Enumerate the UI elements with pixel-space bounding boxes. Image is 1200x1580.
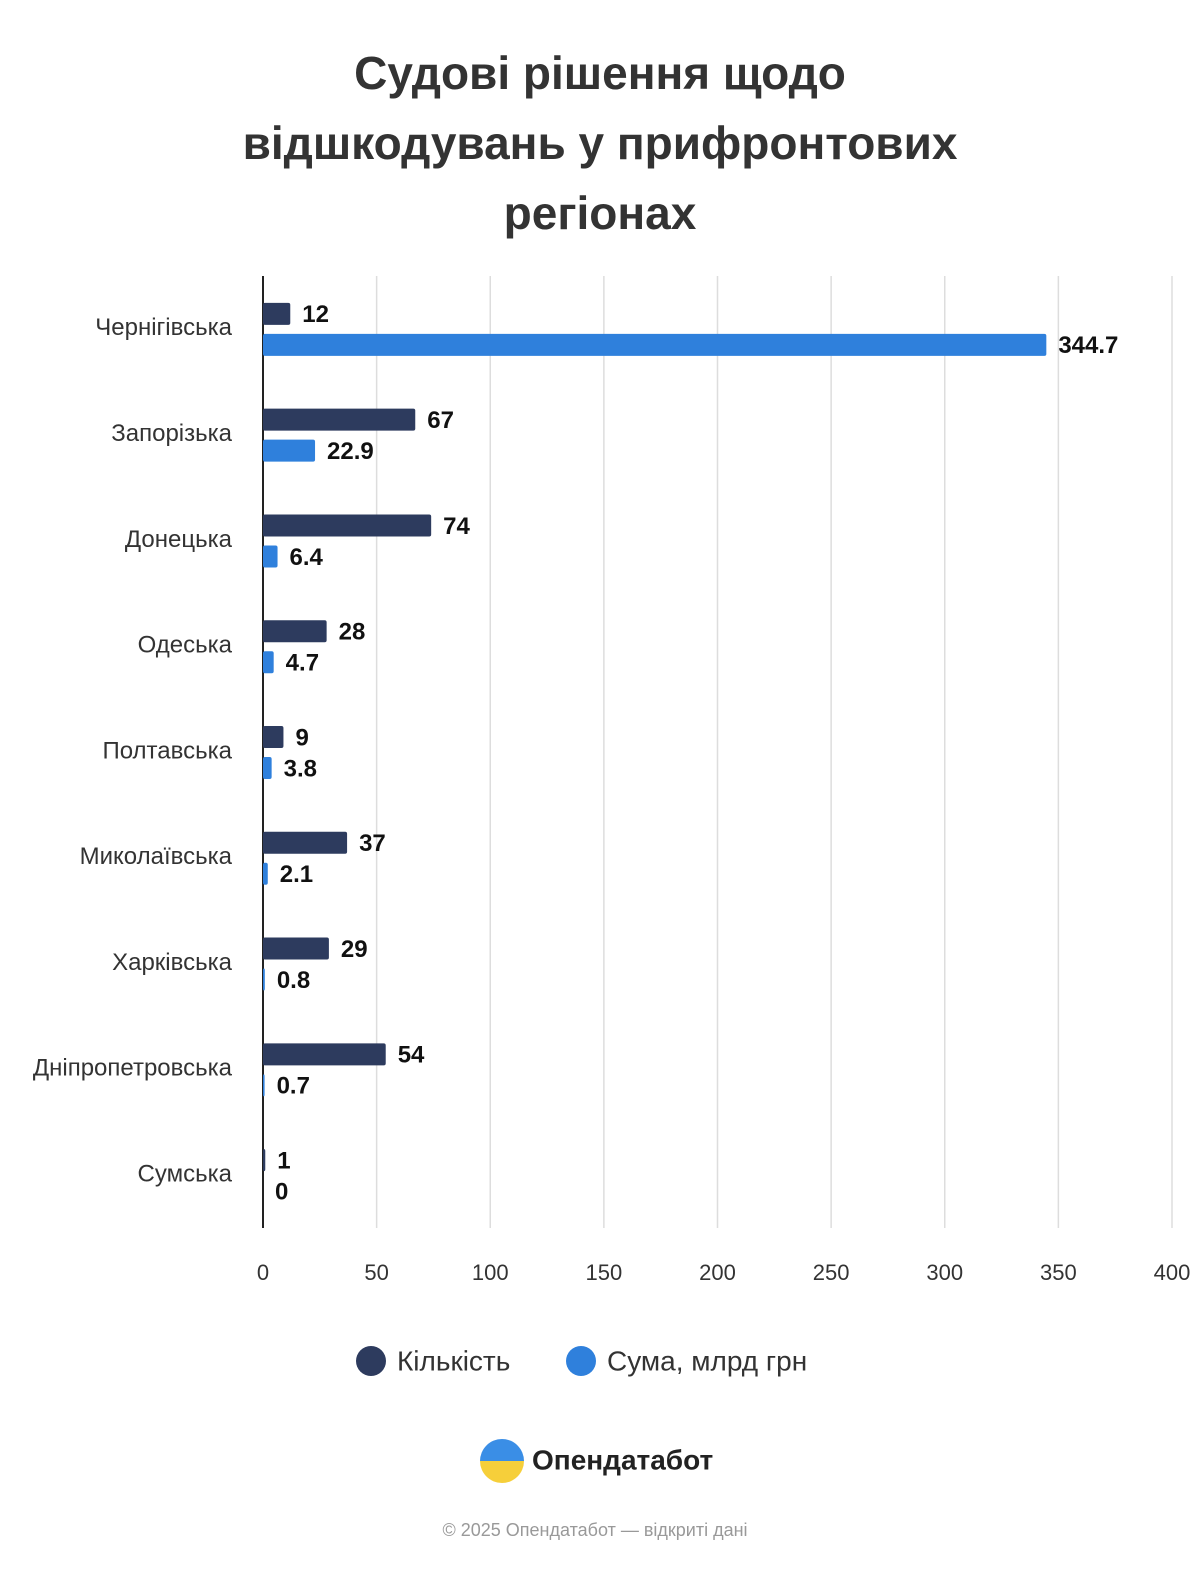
- bar: [263, 545, 278, 568]
- brand: Опендатабот: [532, 1444, 713, 1475]
- y-tick-label: Миколаївська: [80, 843, 233, 870]
- bar: [263, 1043, 386, 1066]
- data-label: 2.1: [280, 861, 313, 888]
- x-tick-label: 0: [257, 1260, 269, 1285]
- legend-marker: [356, 1346, 386, 1376]
- bar: [263, 862, 268, 885]
- data-label: 1: [277, 1147, 290, 1174]
- x-tick-label: 200: [699, 1260, 736, 1285]
- bar: [263, 651, 274, 674]
- bar: [263, 514, 432, 537]
- data-label: 3.8: [284, 755, 317, 782]
- bar: [263, 333, 1047, 356]
- bar: [263, 620, 327, 643]
- data-label: 0.8: [277, 967, 310, 994]
- data-label: 29: [341, 936, 368, 963]
- y-tick-label: Одеська: [138, 632, 233, 659]
- legend-label: Сума, млрд грн: [607, 1345, 807, 1376]
- x-tick-label: 250: [813, 1260, 850, 1285]
- y-tick-label: Чернігівська: [95, 314, 232, 341]
- bar: [263, 937, 329, 960]
- data-label: 22.9: [327, 438, 374, 465]
- x-tick-label: 150: [586, 1260, 623, 1285]
- bar: [263, 408, 416, 431]
- data-label: 9: [295, 724, 308, 751]
- x-tick-label: 400: [1154, 1260, 1191, 1285]
- data-label: 344.7: [1058, 332, 1118, 359]
- bar: [263, 1149, 266, 1172]
- legend-marker: [566, 1346, 596, 1376]
- data-label: 6.4: [290, 544, 324, 571]
- data-label: 0: [275, 1178, 288, 1205]
- y-tick-label: Донецька: [125, 526, 233, 553]
- y-tick-label: Харківська: [112, 949, 233, 976]
- x-tick-label: 350: [1040, 1260, 1077, 1285]
- bar: [263, 439, 316, 462]
- bar: [263, 1074, 265, 1097]
- data-label: 37: [359, 830, 386, 857]
- bar: [263, 757, 272, 779]
- x-tick-label: 300: [926, 1260, 963, 1285]
- data-label: 28: [339, 619, 366, 646]
- x-tick-label: 100: [472, 1260, 509, 1285]
- data-label: 67: [427, 407, 454, 434]
- data-label: 74: [443, 513, 470, 540]
- y-tick-label: Дніпропетровська: [33, 1055, 233, 1082]
- bar: [263, 831, 348, 854]
- bar: [263, 726, 284, 748]
- data-label: 0.7: [277, 1073, 310, 1100]
- footer: © 2025 Опендатабот — відкриті дані: [442, 1520, 747, 1540]
- y-tick-label: Сумська: [138, 1160, 233, 1187]
- x-tick-label: 50: [364, 1260, 388, 1285]
- y-tick-label: Полтавська: [102, 737, 232, 764]
- data-label: 12: [302, 301, 329, 328]
- data-label: 54: [398, 1042, 425, 1069]
- legend-label: Кількість: [397, 1345, 510, 1376]
- logo-icon: [480, 1439, 524, 1483]
- chart-title: Судові рішення щодо відшкодувань у прифр…: [242, 47, 958, 239]
- bar: [263, 968, 265, 991]
- y-tick-label: Запорізька: [111, 420, 232, 447]
- bar: [263, 302, 291, 325]
- data-label: 4.7: [286, 650, 319, 677]
